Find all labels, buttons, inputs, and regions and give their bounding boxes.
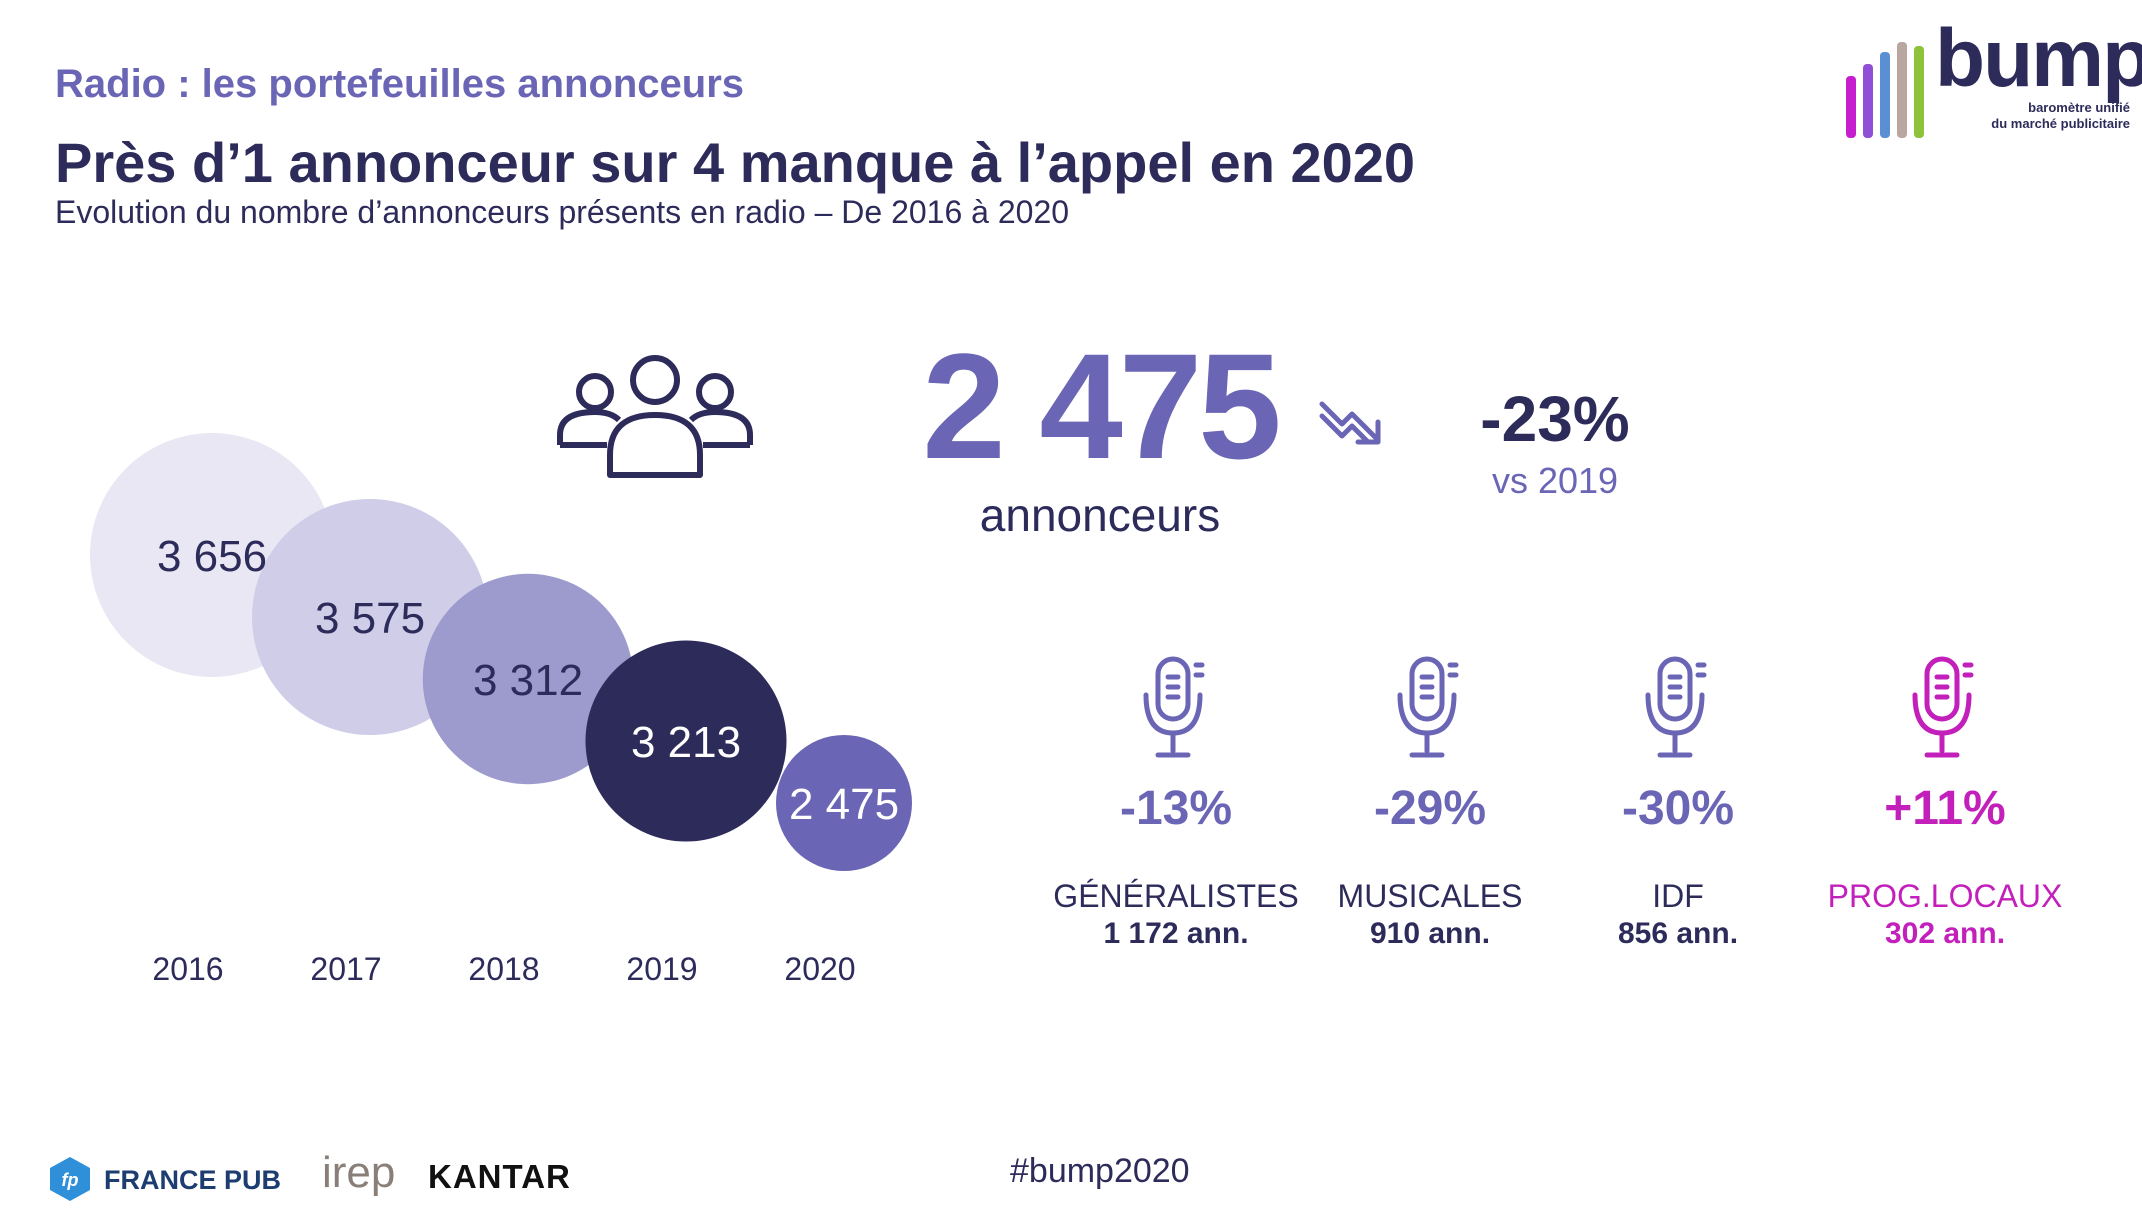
kpi-unit: annonceurs	[979, 489, 1221, 541]
segment-prog-locaux: +11% PROG.LOCAUX 302 ann.	[1815, 655, 2075, 951]
bump-bars-icon	[1846, 42, 1924, 138]
segment-change: -29%	[1373, 782, 1487, 835]
advertiser-bubble-chart: 3 656 3 575 3 312 3 213 2 475 2016 2017 2018 201…	[90, 433, 912, 987]
segment-count: 856 ann.	[1617, 917, 1739, 950]
slide-title: Près d’1 annonceur sur 4 manque à l’appe…	[55, 131, 1416, 194]
francepub-wordmark: FRANCE PUB	[104, 1165, 282, 1195]
bump-tagline-1: baromètre unifié	[2028, 100, 2130, 115]
kpi-value: 2 475	[922, 322, 1281, 490]
bump-bar	[1897, 42, 1907, 138]
hashtag: #bump2020	[1010, 1152, 1190, 1190]
bubble-2020	[776, 735, 912, 871]
microphone-icon	[1397, 656, 1459, 758]
segment-count: 1 172 ann.	[1103, 917, 1249, 950]
microphone-icon	[1645, 656, 1707, 758]
segment-name: PROG.LOCAUX	[1827, 878, 2063, 914]
x-tick-label: 2019	[626, 951, 697, 987]
bump-bar	[1880, 52, 1890, 138]
x-tick-label: 2018	[468, 951, 539, 987]
segment-count: 302 ann.	[1884, 917, 2006, 950]
bubble-2018	[422, 573, 634, 785]
kpi-change-reference: vs 2019	[1491, 460, 1619, 501]
x-tick-label: 2020	[784, 951, 855, 987]
slide-kicker: Radio : les portefeuilles annonceurs	[55, 62, 745, 106]
kantar-logo: KANTAR	[428, 1158, 571, 1195]
svg-text:fp: fp	[62, 1170, 79, 1190]
segment-change: +11%	[1884, 782, 2006, 835]
bump-logo: bump baromètre unifié du marché publicit…	[1840, 13, 2142, 140]
kpi-change: -23%	[1480, 383, 1630, 455]
segment-name: GÉNÉRALISTES	[1053, 878, 1299, 914]
bubble-value-label: 3 312	[473, 656, 583, 705]
segment-change: -30%	[1621, 782, 1735, 835]
segment-count: 910 ann.	[1369, 917, 1491, 950]
segment-name: MUSICALES	[1337, 878, 1523, 914]
bump-wordmark: bump	[1935, 13, 2142, 104]
irep-logo: irep	[322, 1148, 396, 1197]
bubble-value-label: 2 475	[789, 780, 899, 829]
francepub-logo: fp FRANCE PUB	[48, 1155, 288, 1203]
trend-down-arrow-icon	[1319, 401, 1381, 445]
bump-tagline-2: du marché publicitaire	[1991, 116, 2130, 131]
x-tick-label: 2017	[310, 951, 381, 987]
x-tick-label: 2016	[152, 951, 223, 987]
segment-idf: -30% IDF 856 ann.	[1548, 655, 1808, 951]
bubble-value-label: 3 213	[631, 718, 741, 767]
segment-change: -13%	[1119, 782, 1233, 835]
bubble-2019	[585, 640, 787, 842]
bubble-value-label: 3 656	[157, 532, 267, 581]
segment-generalistes: -13% GÉNÉRALISTES 1 172 ann.	[1046, 655, 1306, 951]
segment-musicales: -29% MUSICALES 910 ann.	[1300, 655, 1560, 951]
slide-subtitle: Evolution du nombre d’annonceurs présent…	[55, 194, 1070, 230]
segment-name: IDF	[1652, 878, 1704, 914]
francepub-badge-icon: fp	[50, 1157, 90, 1201]
bump-bar	[1914, 46, 1924, 138]
bump-bar	[1846, 76, 1856, 138]
microphone-icon	[1912, 656, 1974, 758]
people-group-icon	[557, 355, 753, 478]
bump-bar	[1863, 64, 1873, 138]
bubble-value-label: 3 575	[315, 594, 425, 643]
microphone-icon	[1143, 656, 1205, 758]
